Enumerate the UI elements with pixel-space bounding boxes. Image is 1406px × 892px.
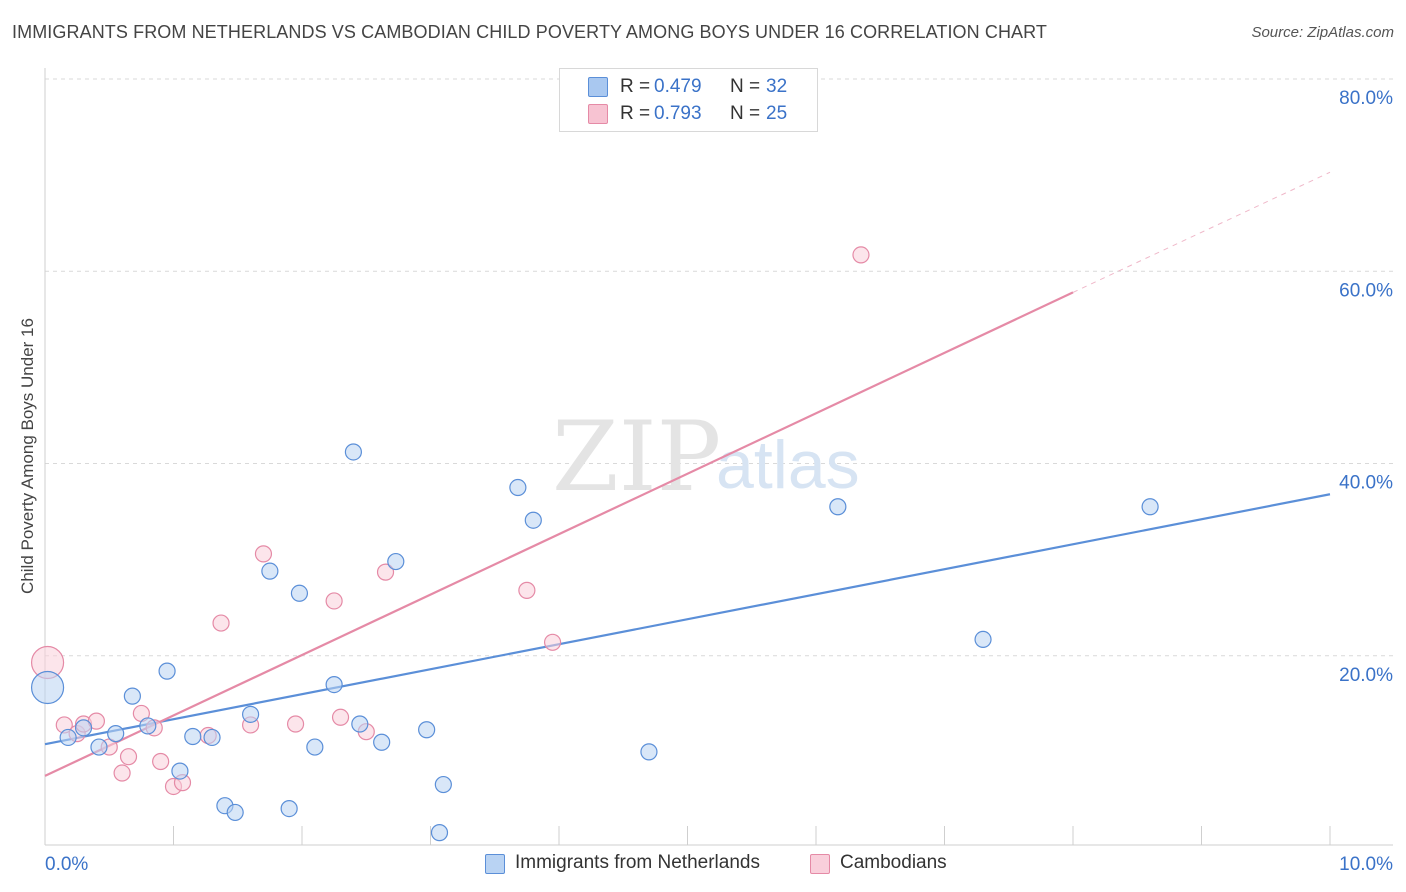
point-netherlands [509, 478, 527, 497]
point-netherlands [373, 733, 391, 751]
legend-swatch-cambodians [810, 854, 830, 874]
point-netherlands [226, 803, 244, 822]
point-cambodians [376, 563, 395, 581]
y-tick-label: 40.0% [1339, 473, 1393, 494]
point-netherlands [30, 670, 65, 705]
legend-r-label: R = [620, 76, 651, 97]
x-tick-label: 10.0% [1339, 854, 1393, 875]
point-cambodians [119, 748, 138, 766]
legend-r-value: 0.793 [654, 103, 702, 124]
point-netherlands [261, 562, 279, 580]
legend-swatch-netherlands [485, 854, 505, 874]
point-netherlands [203, 728, 221, 747]
point-netherlands [74, 719, 93, 737]
legend-item-cambodians: Cambodians [810, 852, 970, 876]
point-netherlands [90, 738, 108, 756]
point-netherlands [351, 715, 369, 733]
y-tick-label: 20.0% [1339, 665, 1393, 686]
point-netherlands [430, 824, 449, 842]
legend-n-label: N = [730, 76, 761, 97]
point-netherlands [290, 584, 309, 602]
legend-n-value: 32 [766, 76, 788, 97]
point-cambodians [212, 614, 230, 632]
point-netherlands [829, 498, 847, 516]
point-cambodians [113, 764, 131, 782]
point-cambodians [518, 581, 536, 599]
trend-line-netherlands [44, 493, 1331, 746]
point-netherlands [59, 728, 77, 747]
point-netherlands [306, 738, 324, 756]
legend-swatch-cambodians [588, 104, 608, 124]
legend-label-cambodians: Cambodians [840, 852, 947, 873]
gridlines [45, 78, 1393, 657]
point-cambodians [325, 592, 343, 610]
point-netherlands [344, 443, 362, 461]
point-netherlands [974, 630, 992, 649]
point-netherlands [640, 743, 658, 761]
legend-item-netherlands: Immigrants from Netherlands [485, 852, 785, 876]
legend-r-label: R = [620, 103, 651, 124]
trend-line-cambodians [44, 291, 1074, 777]
legend-row-cambodians: R = 0.793 N = 25 [588, 101, 808, 127]
point-netherlands [280, 799, 298, 818]
tick-labels: 20.0% 40.0% 60.0% 80.0% 0.0% 10.0% Child Pover… [18, 88, 1393, 875]
watermark-zip: ZIP [552, 401, 721, 513]
point-netherlands [184, 727, 202, 746]
point-netherlands [434, 775, 452, 794]
point-netherlands [139, 717, 157, 735]
axes [44, 68, 1393, 846]
point-netherlands [171, 762, 189, 780]
x-tick-label: 0.0% [45, 854, 88, 875]
point-netherlands [123, 687, 141, 705]
watermark-atlas: atlas [716, 427, 860, 503]
point-netherlands [325, 675, 343, 694]
point-netherlands [107, 725, 125, 743]
point-cambodians [286, 715, 305, 733]
source-credit: Source: ZipAtlas.com [1251, 24, 1394, 41]
trend-lines [44, 171, 1331, 777]
point-netherlands [387, 552, 405, 571]
legend-n-value: 25 [766, 103, 788, 124]
legend-row-netherlands: R = 0.479 N = 32 [588, 74, 808, 100]
point-netherlands [158, 662, 176, 680]
legend-label-netherlands: Immigrants from Netherlands [515, 852, 760, 873]
chart-title: IMMIGRANTS FROM NETHERLANDS VS CAMBODIAN… [12, 22, 1048, 42]
legend-swatch-netherlands [588, 77, 608, 97]
point-netherlands [418, 721, 436, 739]
point-cambodians [543, 633, 562, 651]
y-tick-label: 60.0% [1339, 280, 1393, 301]
point-cambodians [331, 708, 350, 726]
data-points [30, 246, 1159, 842]
y-tick-label: 80.0% [1339, 88, 1393, 109]
point-cambodians [152, 752, 170, 771]
y-axis-label: Child Poverty Among Boys Under 16 [18, 318, 37, 594]
point-netherlands [524, 511, 542, 529]
correlation-legend: R = 0.479 N = 32 R = 0.793 N = 25 [559, 68, 818, 132]
point-cambodians [254, 545, 273, 563]
trend-extension-cambodians [1072, 171, 1331, 293]
point-cambodians [852, 246, 870, 264]
legend-r-value: 0.479 [654, 76, 702, 97]
point-netherlands [1141, 498, 1159, 516]
point-netherlands [242, 705, 260, 723]
legend-n-label: N = [730, 103, 761, 124]
